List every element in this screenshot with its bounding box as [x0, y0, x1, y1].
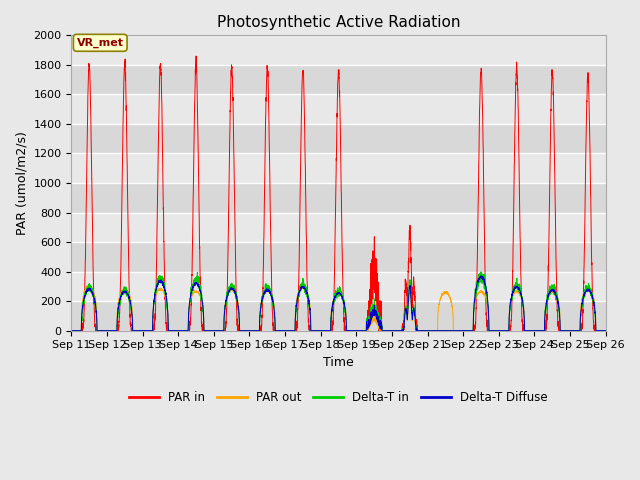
Line: Delta-T Diffuse: Delta-T Diffuse: [72, 276, 605, 331]
Delta-T in: [489, 328, 497, 334]
PAR out: [319, 328, 326, 334]
Delta-T in: [458, 328, 466, 334]
Delta-T in: [319, 328, 326, 334]
Bar: [72, 36, 605, 65]
Bar: [72, 183, 605, 213]
PAR in: [601, 328, 609, 334]
Delta-T in: [601, 328, 609, 334]
Delta-T Diffuse: [319, 328, 326, 334]
PAR in: [164, 328, 172, 334]
Line: PAR out: PAR out: [72, 285, 605, 331]
Delta-T in: [164, 308, 172, 314]
PAR out: [68, 328, 76, 334]
Y-axis label: PAR (umol/m2/s): PAR (umol/m2/s): [15, 131, 28, 235]
Bar: [72, 65, 605, 95]
Delta-T in: [602, 328, 609, 334]
Text: VR_met: VR_met: [77, 37, 124, 48]
Title: Photosynthetic Active Radiation: Photosynthetic Active Radiation: [217, 15, 460, 30]
PAR in: [192, 53, 200, 59]
PAR out: [458, 328, 466, 334]
Delta-T Diffuse: [458, 328, 466, 334]
Bar: [72, 213, 605, 242]
Bar: [72, 95, 605, 124]
Delta-T in: [477, 269, 485, 275]
Delta-T Diffuse: [601, 328, 609, 334]
PAR out: [601, 328, 609, 334]
PAR out: [429, 328, 436, 334]
PAR out: [86, 282, 94, 288]
Delta-T Diffuse: [489, 328, 497, 334]
Bar: [72, 154, 605, 183]
Delta-T in: [429, 328, 436, 334]
Line: Delta-T in: Delta-T in: [72, 272, 605, 331]
Line: PAR in: PAR in: [72, 56, 605, 331]
PAR in: [319, 328, 326, 334]
PAR out: [602, 328, 609, 334]
Bar: [72, 301, 605, 331]
PAR in: [68, 328, 76, 334]
Legend: PAR in, PAR out, Delta-T in, Delta-T Diffuse: PAR in, PAR out, Delta-T in, Delta-T Dif…: [125, 387, 552, 409]
PAR in: [602, 328, 609, 334]
Delta-T Diffuse: [429, 328, 436, 334]
Delta-T in: [68, 328, 76, 334]
Bar: [72, 272, 605, 301]
X-axis label: Time: Time: [323, 356, 354, 369]
Delta-T Diffuse: [602, 328, 609, 334]
PAR out: [164, 306, 172, 312]
Bar: [72, 242, 605, 272]
Delta-T Diffuse: [68, 328, 76, 334]
Delta-T Diffuse: [164, 304, 172, 310]
Bar: [72, 124, 605, 154]
PAR out: [489, 328, 497, 334]
PAR in: [458, 328, 466, 334]
PAR in: [489, 328, 497, 334]
Delta-T Diffuse: [477, 273, 485, 278]
PAR in: [429, 328, 436, 334]
